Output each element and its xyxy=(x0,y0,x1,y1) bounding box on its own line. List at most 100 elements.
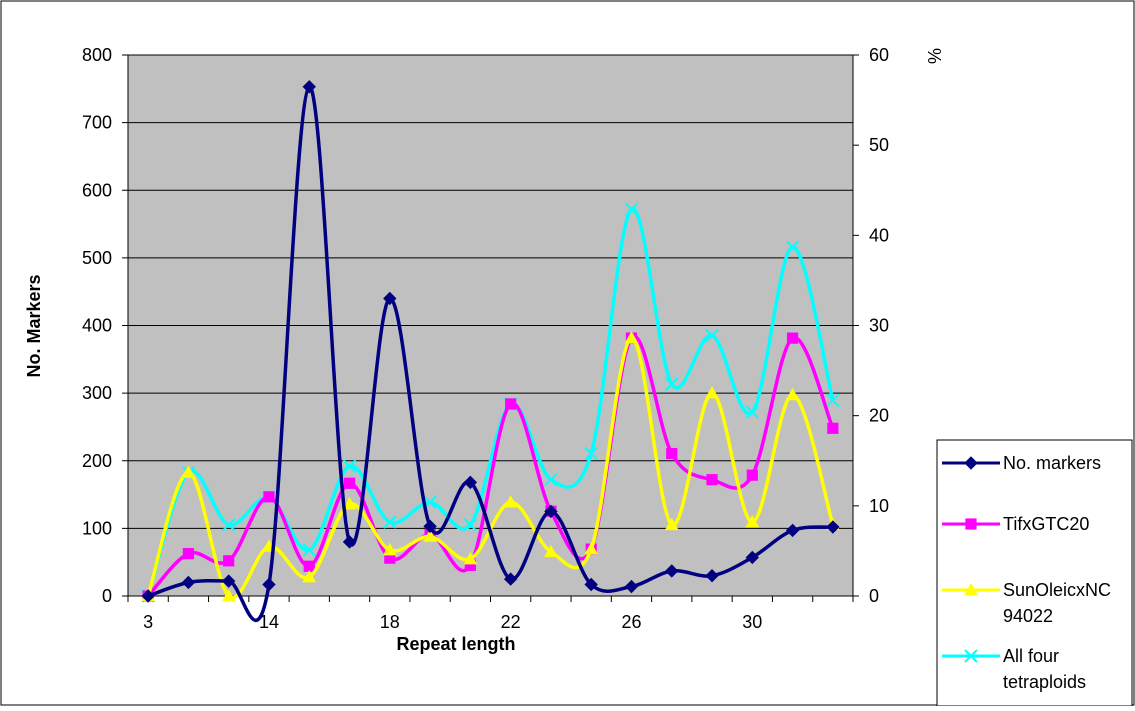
data-point xyxy=(342,535,357,549)
x-tick-label: 18 xyxy=(380,612,400,632)
data-point xyxy=(503,572,518,586)
legend-item: SunOleicxNC 94022 xyxy=(942,580,1111,626)
data-point-stroke xyxy=(964,649,978,663)
data-point xyxy=(463,475,478,490)
data-point xyxy=(423,519,437,534)
data-point xyxy=(584,446,598,461)
y-axis-label: No. Markers xyxy=(24,274,44,377)
legend-label: TifxGTC20 xyxy=(1003,514,1089,534)
data-point-stroke xyxy=(584,446,598,461)
legend-label-line: SunOleicxNC xyxy=(1003,580,1111,600)
series-layer xyxy=(141,80,840,622)
data-point xyxy=(383,515,397,529)
data-point-stroke xyxy=(383,515,397,529)
data-point xyxy=(745,405,760,419)
y2-tick-label: 40 xyxy=(869,225,889,245)
data-point-stroke xyxy=(785,240,800,254)
legend-label-line: No. markers xyxy=(1003,453,1101,473)
legend-label-line: TifxGTC20 xyxy=(1003,514,1089,534)
legend-label: SunOleicxNC 94022 xyxy=(1003,580,1111,626)
data-point xyxy=(964,649,978,663)
data-point xyxy=(624,331,639,344)
data-point xyxy=(786,332,799,344)
data-point xyxy=(221,588,236,602)
data-point xyxy=(584,542,599,555)
data-point xyxy=(965,518,977,530)
data-point xyxy=(423,529,437,542)
data-point-stroke xyxy=(745,405,760,419)
x-tick-label: 3 xyxy=(143,612,153,632)
legend-label-line: All four xyxy=(1003,646,1059,666)
legend-label: All four tetraploids xyxy=(1003,646,1086,692)
data-point xyxy=(263,491,275,503)
data-point xyxy=(221,518,236,532)
y2-tick-label: 0 xyxy=(869,586,879,606)
data-point xyxy=(666,447,678,460)
y-tick-label: 500 xyxy=(82,248,112,268)
data-point xyxy=(181,465,196,478)
data-point xyxy=(302,570,317,583)
data-point xyxy=(343,477,356,489)
data-point xyxy=(544,472,558,487)
y-tick-label: 800 xyxy=(82,45,112,65)
data-point xyxy=(827,422,839,434)
data-point xyxy=(584,577,598,592)
y-tick-label: 600 xyxy=(82,180,112,200)
data-point-stroke xyxy=(221,518,236,532)
legend-item: No. markers xyxy=(942,453,1101,473)
data-point xyxy=(302,80,316,94)
data-point xyxy=(665,564,679,578)
x-tick-label: 22 xyxy=(501,612,521,632)
y2-tick-label: 60 xyxy=(869,45,889,65)
y-tick-label: 0 xyxy=(102,586,112,606)
data-point-stroke xyxy=(544,472,558,487)
data-point xyxy=(503,495,518,508)
data-point xyxy=(745,515,760,528)
legend-label-line: tetraploids xyxy=(1003,672,1086,692)
data-point xyxy=(505,398,517,410)
y2-axis-label: % xyxy=(924,48,944,64)
y-tick-label: 100 xyxy=(82,518,112,538)
data-point-stroke xyxy=(624,202,639,216)
y-tick-label: 400 xyxy=(82,316,112,336)
legend-label-line: 94022 xyxy=(1003,606,1053,626)
data-point xyxy=(826,520,840,534)
data-point xyxy=(383,291,397,306)
data-point-stroke xyxy=(665,377,679,391)
data-point-stroke xyxy=(705,328,719,343)
data-point xyxy=(382,542,397,556)
data-point xyxy=(706,474,718,486)
y-tick-label: 300 xyxy=(82,383,112,403)
data-point-stroke xyxy=(826,393,840,408)
legend-label: No. markers xyxy=(1003,453,1101,473)
data-point xyxy=(302,543,316,557)
data-point xyxy=(745,550,760,565)
data-point xyxy=(544,544,558,558)
data-point xyxy=(463,552,478,565)
x-tick-label: 26 xyxy=(621,612,641,632)
data-point-stroke xyxy=(302,543,316,557)
legend-item: All four tetraploids xyxy=(942,646,1086,692)
data-point xyxy=(463,518,478,532)
y-tick-label: 700 xyxy=(82,113,112,133)
data-point xyxy=(746,469,758,481)
data-point xyxy=(221,574,236,588)
axes: 0 100 200 300 400 500 600 700 800 0 10 20 30 40 50 60 3 1… xyxy=(82,45,889,632)
legend-box xyxy=(936,439,1133,707)
data-point xyxy=(262,577,276,592)
y2-tick-label: 30 xyxy=(869,316,889,336)
data-point xyxy=(342,459,357,473)
data-point xyxy=(624,202,639,216)
data-point xyxy=(705,386,719,399)
data-point xyxy=(705,569,719,583)
y2-tick-label: 50 xyxy=(869,135,889,155)
data-point xyxy=(664,517,679,531)
y2-tick-label: 20 xyxy=(869,406,889,426)
data-point xyxy=(182,548,195,560)
data-point xyxy=(544,504,558,519)
data-point xyxy=(964,456,978,470)
data-point xyxy=(665,377,679,391)
data-point xyxy=(785,523,800,538)
legend: No. markers TifxGTC20 SunOleicxNC 94022 All … xyxy=(936,439,1133,707)
